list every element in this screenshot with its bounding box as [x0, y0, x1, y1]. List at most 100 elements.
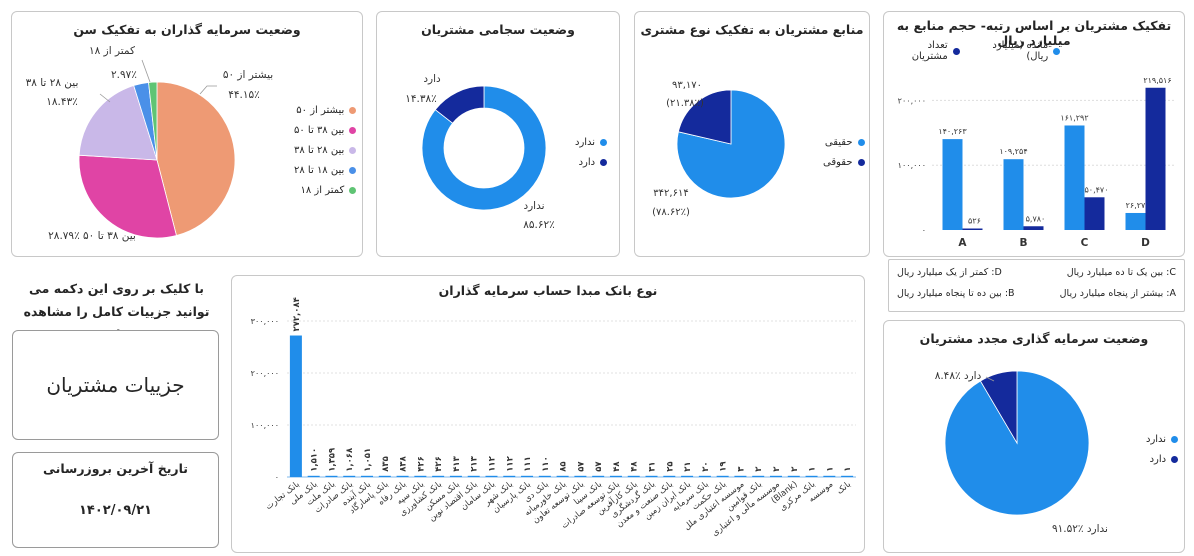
rank-note-d: D: کمتر از یک میلیارد ریال [897, 267, 1002, 278]
rank-bar-balance [1125, 212, 1146, 230]
bank-bar-value-label: ۱,۰۵۱ [363, 448, 373, 472]
rank-legend-item-balance: مانده (میلیارد ریال) [970, 40, 1060, 62]
type-label-real: ۳۴۲,۶۱۴ [653, 188, 688, 199]
age-pie-chart: بیشتر از ۵۰ ۴۴.۱۵٪ ۲۸.۷۹٪ بین ۳۸ تا ۵۰ بین … [26, 45, 274, 242]
age-leader-under18 [141, 59, 151, 83]
bank-bar-value-label: ۱ [808, 467, 818, 472]
reinvest-card: وضعیت سرمایه گذاری مجدد مشتریان ۸.۴۸٪ دا… [883, 320, 1185, 553]
type-pie-chart: ۹۳,۱۷۰ (۲۱.۳۸٪) ۳۴۲,۶۱۴ (۷۸.۶۲٪) [652, 80, 786, 218]
bank-bar [769, 475, 782, 477]
customer-details-button[interactable]: جزییات مشتریان [12, 330, 219, 440]
bank-bar [574, 475, 587, 477]
type-legend-item-real: حقیقی [823, 132, 865, 152]
bank-card-title: نوع بانک مبدا حساب سرمایه گذاران [438, 283, 658, 298]
bank-bar [627, 475, 640, 477]
legend-label: حقیقی [824, 136, 853, 148]
bank-bar-value-label: ۲ [772, 466, 782, 472]
rank-bar-count [1023, 226, 1044, 230]
bank-bar-value-label: ۴۲۶ [416, 456, 426, 472]
deposit-card-title: وضعیت سجامی مشتریان [421, 22, 575, 37]
legend-label: دارد [1149, 453, 1167, 465]
bank-bar-value-label: ۱,۳۵۹ [327, 447, 337, 472]
bank-bar-value-label: ۱۱۰ [541, 456, 551, 472]
bank-bar [485, 475, 498, 477]
bank-bar [681, 475, 694, 477]
reinvest-legend-item-no: ندارد [1146, 429, 1179, 449]
reinvest-legend: ندارد دارد [1146, 429, 1179, 469]
reinvest-label-yes: ۸.۴۸٪ دارد [935, 370, 982, 382]
age-legend-item-0: بیشتر از ۵۰ [294, 100, 357, 120]
deposit-label-no: ندارد [523, 200, 544, 212]
bank-ytick: ۰ [275, 473, 279, 482]
bank-bar-value-label: ۲۵ [665, 461, 675, 471]
legend-dot [600, 158, 608, 166]
reinvest-label-no: ۹۱.۵۲٪ ندارد [1052, 523, 1108, 535]
bank-bar-value-label: ۲۰ [701, 461, 711, 471]
type-pie-slice-1 [677, 89, 732, 145]
bank-bar [609, 475, 622, 477]
reinvest-pie-slice-1 [979, 370, 1018, 445]
bank-bar-value-label: ۱۹ [719, 461, 729, 472]
type-label-real-pct: (۷۸.۶۲٪) [652, 207, 690, 218]
instruction-text: با کلیک بر روی این دکمه می توانید جزییات… [23, 281, 210, 342]
rank-bar-count-label: ۲۱۹,۵۱۶ [1143, 76, 1171, 85]
age-legend-item-2: بین ۲۸ تا ۳۸ [294, 140, 357, 160]
legend-label: بین ۲۸ تا ۳۸ [294, 144, 345, 156]
bank-bar [823, 475, 836, 477]
deposit-label-yes: دارد [423, 73, 441, 85]
bank-bar [698, 475, 711, 477]
bank-bar-value-label: ۲ [754, 466, 764, 472]
bank-bar [841, 475, 854, 477]
bank-bar-value-label: ۲۷۲,۰۸۴ [292, 297, 302, 331]
reinvest-legend-item-yes: دارد [1146, 449, 1179, 469]
rank-ytick: ۲۰۰,۰۰۰ [898, 96, 926, 105]
deposit-legend-item-yes: دارد [575, 152, 608, 172]
age-legend: بیشتر از ۵۰ بین ۳۸ تا ۵۰ بین ۲۸ تا ۳۸ بی… [294, 100, 357, 200]
bank-bar [343, 475, 356, 477]
bank-bar [361, 475, 374, 477]
bank-bar-value-label: ۵۷ [576, 461, 586, 472]
reinvest-pie-chart: ۸.۴۸٪ دارد ۹۱.۵۲٪ ندارد [935, 370, 1108, 535]
bank-bar-value-label: ۲۱۳ [470, 455, 480, 471]
bank-bar [592, 475, 605, 477]
deposit-donut-slice-0 [421, 85, 547, 211]
age-label-38-50: ۲۸.۷۹٪ بین ۳۸ تا ۵۰ [48, 230, 136, 242]
rank-bar-balance [1064, 125, 1085, 230]
bank-bar [467, 475, 480, 477]
bank-bar-value-label: ۴۱۳ [452, 455, 462, 471]
bank-bar [378, 475, 391, 477]
legend-label: حقوقی [823, 156, 853, 168]
legend-dot [349, 166, 357, 174]
deposit-donut-slice-1 [434, 85, 485, 124]
age-pie-slice-1 [78, 154, 177, 239]
legend-label: بین ۳۸ تا ۵۰ [294, 124, 345, 136]
age-leader-over50 [199, 85, 217, 95]
bank-category-label: بانک [835, 479, 853, 496]
rank-bar-balance [1003, 159, 1024, 230]
rank-xtick: A [958, 237, 967, 249]
legend-label: بین ۱۸ تا ۲۸ [294, 164, 345, 176]
age-legend-item-3: بین ۱۸ تا ۲۸ [294, 160, 357, 180]
deposit-card: وضعیت سجامی مشتریان دارد ۱۴.۳۸٪ ندارد ۸۵.۶۲… [376, 11, 620, 257]
legend-dot [349, 106, 357, 114]
bank-bar [645, 475, 658, 477]
bank-bar-value-label: ۱,۵۱۰ [310, 448, 320, 472]
bank-bar [521, 475, 534, 477]
legend-label: دارد [578, 156, 596, 168]
rank-xtick: D [1141, 237, 1150, 249]
bank-bar-value-label: ۳ [736, 466, 746, 472]
reinvest-leader-yes [985, 376, 995, 382]
bank-bar-value-label: ۱۱۱ [523, 456, 533, 472]
type-label-legal-pct: (۲۱.۳۸٪) [666, 98, 704, 109]
bank-bar-value-label: ۴۸ [612, 461, 622, 472]
legend-dot [1171, 435, 1179, 443]
age-pie-slice-2 [78, 85, 158, 161]
type-legend-item-legal: حقوقی [823, 152, 865, 172]
bank-bar [449, 475, 462, 477]
age-card-title: وضعیت سرمایه گذاران به تفکیک سن [73, 22, 301, 37]
legend-label: ندارد [575, 136, 596, 148]
bank-bar-value-label: ۱۱۲ [505, 455, 515, 471]
rank-note-b: B: بین ده تا پنجاه میلیارد ریال [897, 288, 1015, 299]
rank-ytick: ۰ [922, 226, 926, 235]
bank-bar-value-label: ۵۷ [594, 461, 604, 472]
